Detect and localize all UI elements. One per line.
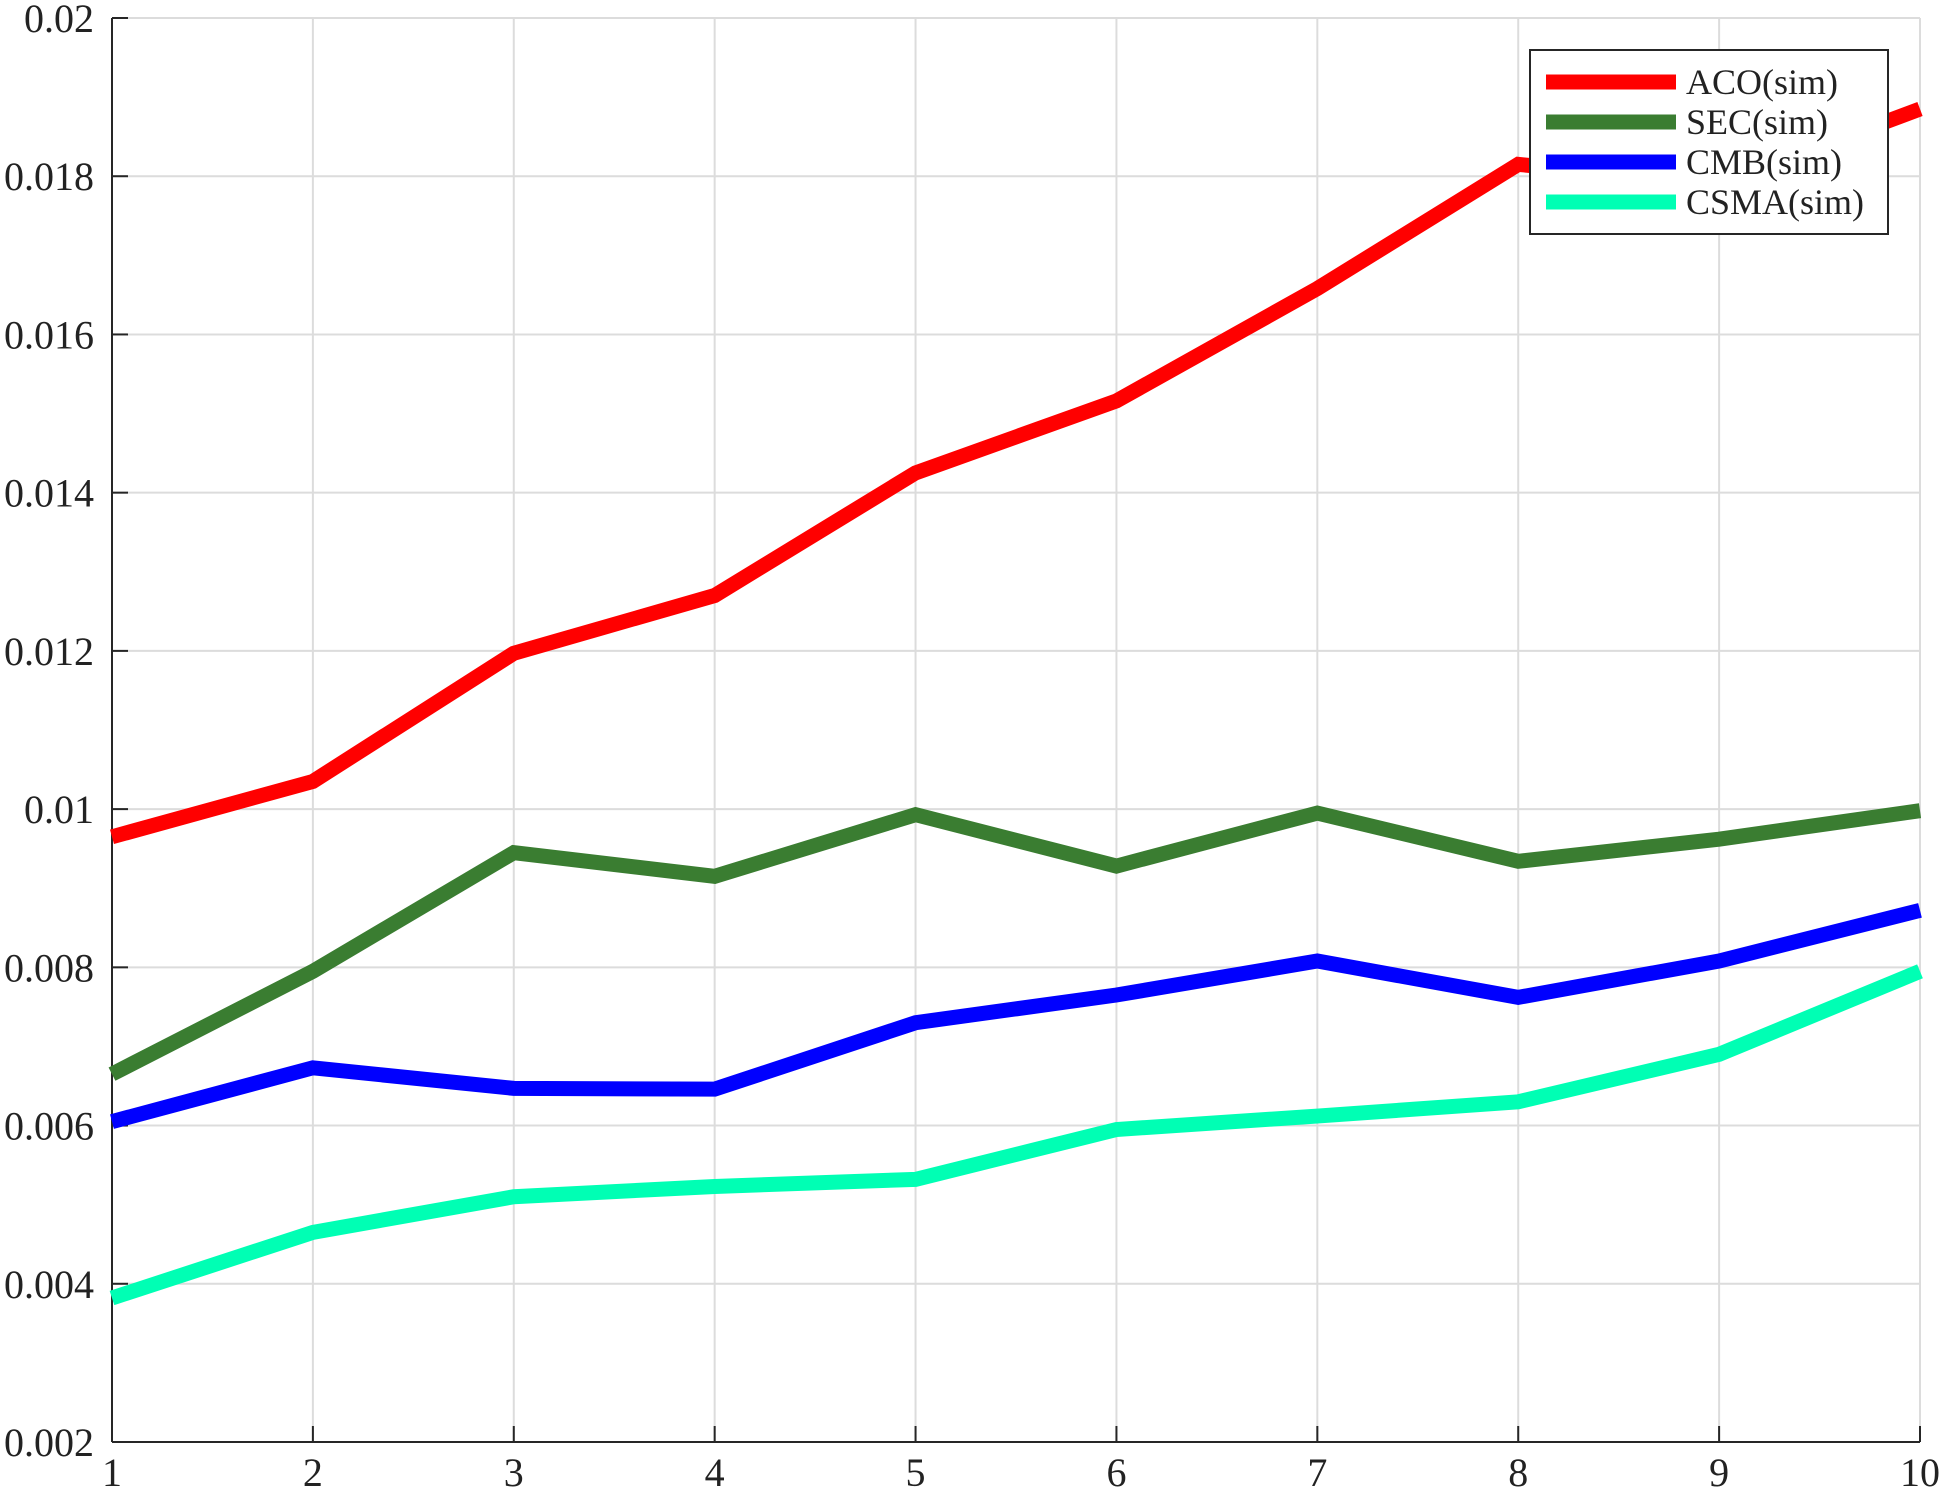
series-line-sec-sim xyxy=(108,803,1922,1081)
legend-label-aco-sim: ACO(sim) xyxy=(1686,62,1838,102)
y-tick-label: 0.016 xyxy=(4,312,94,357)
series-lines xyxy=(108,101,1923,1306)
legend-label-cmb-sim: CMB(sim) xyxy=(1686,142,1842,182)
x-tick-label: 7 xyxy=(1307,1450,1327,1495)
x-tick-label: 2 xyxy=(303,1450,323,1495)
y-tick-label: 0.002 xyxy=(4,1420,94,1465)
y-tick-label: 0.008 xyxy=(4,945,94,990)
legend-label-sec-sim: SEC(sim) xyxy=(1686,102,1828,142)
x-tick-label: 10 xyxy=(1900,1450,1940,1495)
y-tick-label: 0.004 xyxy=(4,1262,94,1307)
x-tick-label: 3 xyxy=(504,1450,524,1495)
series-line-cmb-sim xyxy=(110,903,1922,1129)
x-tick-label: 5 xyxy=(906,1450,926,1495)
y-tick-label: 0.006 xyxy=(4,1104,94,1149)
axes: 1 2 3 4 5 6 7 8 9 10 0.002 0.004 0.006 0.008 0.01 0.012… xyxy=(4,0,1940,1495)
x-tick-label: 9 xyxy=(1709,1450,1729,1495)
x-tick-label: 4 xyxy=(705,1450,725,1495)
y-tick-label: 0.018 xyxy=(4,154,94,199)
y-tick-label: 0.012 xyxy=(4,629,94,674)
y-tick-label: 0.01 xyxy=(24,787,94,832)
x-tick-label: 6 xyxy=(1106,1450,1126,1495)
y-tick-label: 0.014 xyxy=(4,471,94,516)
legend-label-csma-sim: CSMA(sim) xyxy=(1686,182,1864,222)
x-tick-label: 1 xyxy=(102,1450,122,1495)
legend: ACO(sim)SEC(sim)CMB(sim)CSMA(sim) xyxy=(1529,49,1889,235)
y-tick-label: 0.02 xyxy=(24,0,94,41)
x-tick-label: 8 xyxy=(1508,1450,1528,1495)
series-line-csma-sim xyxy=(109,964,1923,1306)
